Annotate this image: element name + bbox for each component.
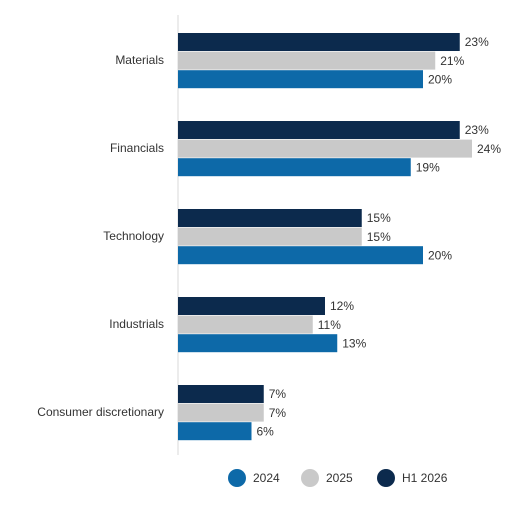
legend-label: 2024	[253, 471, 280, 485]
category-label: Technology	[103, 229, 164, 243]
value-label: 15%	[367, 230, 391, 244]
value-label: 20%	[428, 248, 452, 262]
bar	[178, 227, 362, 246]
category-label: Financials	[110, 141, 164, 155]
value-label: 15%	[367, 211, 391, 225]
category-label: Materials	[115, 53, 164, 67]
value-label: 7%	[269, 387, 287, 401]
value-label: 7%	[269, 406, 287, 420]
value-label: 23%	[465, 35, 489, 49]
legend-marker	[301, 469, 319, 487]
legend-marker	[377, 469, 395, 487]
value-label: 20%	[428, 72, 452, 86]
legend-marker	[228, 469, 246, 487]
bar	[178, 158, 411, 177]
value-label: 19%	[416, 160, 440, 174]
legend-label: H1 2026	[402, 471, 448, 485]
value-label: 11%	[318, 318, 341, 332]
legend-label: 2025	[326, 471, 353, 485]
value-label: 12%	[330, 299, 354, 313]
bar	[178, 297, 325, 315]
bar	[178, 139, 472, 158]
value-label: 6%	[257, 424, 275, 438]
value-label: 23%	[465, 123, 489, 137]
value-label: 21%	[440, 54, 464, 68]
bar	[178, 422, 252, 441]
bar	[178, 246, 423, 265]
category-label: Industrials	[109, 317, 164, 331]
bar	[178, 403, 264, 422]
value-label: 13%	[342, 336, 366, 350]
bar	[178, 70, 423, 89]
bar	[178, 33, 460, 51]
bar	[178, 121, 460, 139]
bar	[178, 51, 436, 70]
bar	[178, 315, 313, 334]
bar	[178, 209, 362, 227]
bar	[178, 385, 264, 403]
bar	[178, 334, 338, 353]
value-label: 24%	[477, 142, 501, 156]
category-label: Consumer discretionary	[37, 405, 164, 419]
